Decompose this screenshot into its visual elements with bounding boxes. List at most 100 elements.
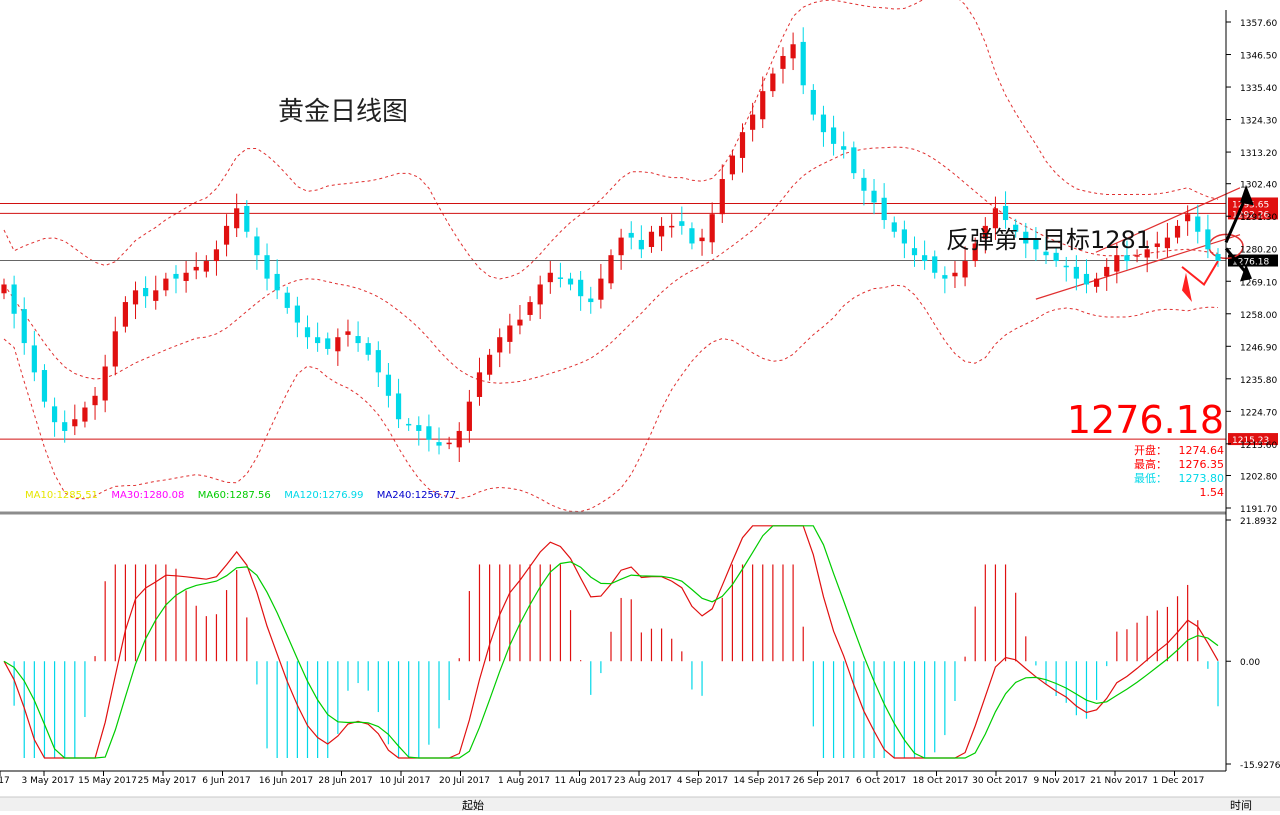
candle-body	[335, 337, 341, 352]
candle-body	[385, 374, 392, 396]
candle-body	[213, 249, 220, 262]
candle-body	[628, 232, 634, 238]
time-tick-label: 18 Oct 2017	[913, 776, 969, 786]
price-tick-label: 1202.80	[1240, 472, 1277, 482]
price-tick-label: 1224.70	[1240, 408, 1277, 418]
time-tick-label: 16 Jun 2017	[259, 776, 313, 786]
ma-legend-item: MA30:1280.08	[111, 490, 184, 501]
footer-bar	[0, 797, 1280, 811]
price-tick-label: 1191.70	[1240, 505, 1277, 515]
macd-signal-line	[3, 525, 1219, 759]
candle-body	[294, 305, 300, 323]
candle-body	[719, 179, 725, 215]
candle-body	[11, 284, 17, 314]
candle-body	[1134, 255, 1140, 257]
price-tick-label: 1313.20	[1240, 149, 1277, 159]
candlesticks	[1, 27, 1221, 463]
candle-body	[325, 338, 331, 349]
candle-body	[790, 44, 796, 59]
time-tick-label: 15 May 2017	[78, 776, 137, 786]
candle-body	[1083, 273, 1090, 285]
candle-body	[770, 73, 776, 92]
candle-body	[891, 222, 897, 232]
candle-body	[729, 155, 735, 175]
candle-body	[517, 319, 523, 326]
price-tick-label: 1346.50	[1240, 52, 1277, 62]
candle-body	[173, 273, 179, 279]
price-tick-label: 1235.80	[1240, 376, 1277, 386]
candle-body	[143, 287, 149, 297]
candle-body	[183, 272, 189, 281]
time-tick-label: 3 May 2017	[22, 776, 75, 786]
candle-body	[244, 205, 250, 232]
candle-body	[1023, 231, 1029, 244]
candle-body	[446, 442, 452, 445]
time-axis: 17 3 May 2017 15 May 2017 25 May 2017 6 Jun …	[0, 771, 1204, 786]
candle-body	[254, 236, 260, 256]
candle-body	[881, 197, 887, 221]
red-arrow-head	[1182, 272, 1192, 303]
candle-body	[497, 337, 503, 353]
time-tick-label: 23 Aug 2017	[614, 776, 672, 786]
candle-body	[112, 331, 118, 367]
candle-body	[355, 336, 361, 344]
candle-body	[679, 221, 685, 226]
black-down-arrow-head	[1240, 263, 1252, 282]
quote-value: 1276.35	[1179, 458, 1225, 471]
candle-body	[426, 426, 432, 440]
candle-body	[1164, 237, 1171, 249]
time-tick-label: 14 Sep 2017	[733, 776, 790, 786]
candle-body	[153, 290, 159, 301]
price-level-label: 1215.23	[1232, 436, 1269, 446]
price-tick-label: 1357.60	[1240, 19, 1277, 29]
time-tick-label: 28 Jun 2017	[318, 776, 372, 786]
candle-body	[487, 354, 493, 375]
candle-body	[750, 114, 756, 130]
candle-body	[699, 237, 705, 242]
macd-tick-label: 21.8932	[1240, 517, 1277, 527]
candle-body	[901, 229, 907, 244]
price-level-tag	[1228, 254, 1278, 267]
candle-body	[537, 284, 543, 305]
candle-body	[922, 255, 928, 262]
candle-body	[527, 302, 533, 315]
candle-body	[395, 393, 402, 420]
candle-body	[476, 372, 483, 397]
candle-body	[871, 190, 877, 203]
time-tick-label: 6 Oct 2017	[856, 776, 906, 786]
candle-body	[841, 146, 847, 150]
ma-legend-item: MA60:1287.56	[198, 490, 271, 501]
candle-body	[82, 407, 88, 422]
time-tick-label: 17	[0, 776, 10, 786]
time-tick-label: 25 May 2017	[138, 776, 197, 786]
candle-body	[851, 147, 857, 174]
bollinger-lower-band	[3, 284, 1219, 513]
candle-body	[1174, 225, 1181, 238]
macd-axis: 21.8932 0.00 -15.9276	[1226, 517, 1280, 771]
candle-body	[709, 214, 715, 243]
black-down-arrow	[1224, 247, 1248, 274]
candle-body	[234, 208, 240, 229]
quote-label: 最低：	[1134, 472, 1167, 485]
time-tick-label: 11 Aug 2017	[555, 776, 613, 786]
candle-body	[1114, 255, 1120, 272]
candle-body	[31, 345, 37, 373]
candle-body	[1104, 266, 1110, 277]
time-tick-label: 9 Nov 2017	[1034, 776, 1086, 786]
candle-body	[1013, 224, 1019, 232]
channel-upper-line	[1095, 187, 1241, 253]
red-forecast-arrow	[1181, 260, 1219, 286]
last-price: 1276.18	[1067, 398, 1224, 442]
candle-body	[1043, 251, 1049, 256]
candle-body	[122, 302, 128, 327]
chart-title: 黄金日线图	[278, 97, 408, 127]
footer-time-label: 时间	[1230, 799, 1252, 811]
ma-legend-item: MA120:1276.99	[284, 490, 363, 501]
price-tick-label: 1258.00	[1240, 311, 1277, 321]
time-tick-label: 30 Oct 2017	[972, 776, 1028, 786]
time-tick-label: 1 Dec 2017	[1153, 776, 1205, 786]
candle-body	[163, 278, 169, 291]
bollinger-upper-band	[3, 0, 1219, 280]
candle-body	[648, 231, 655, 247]
